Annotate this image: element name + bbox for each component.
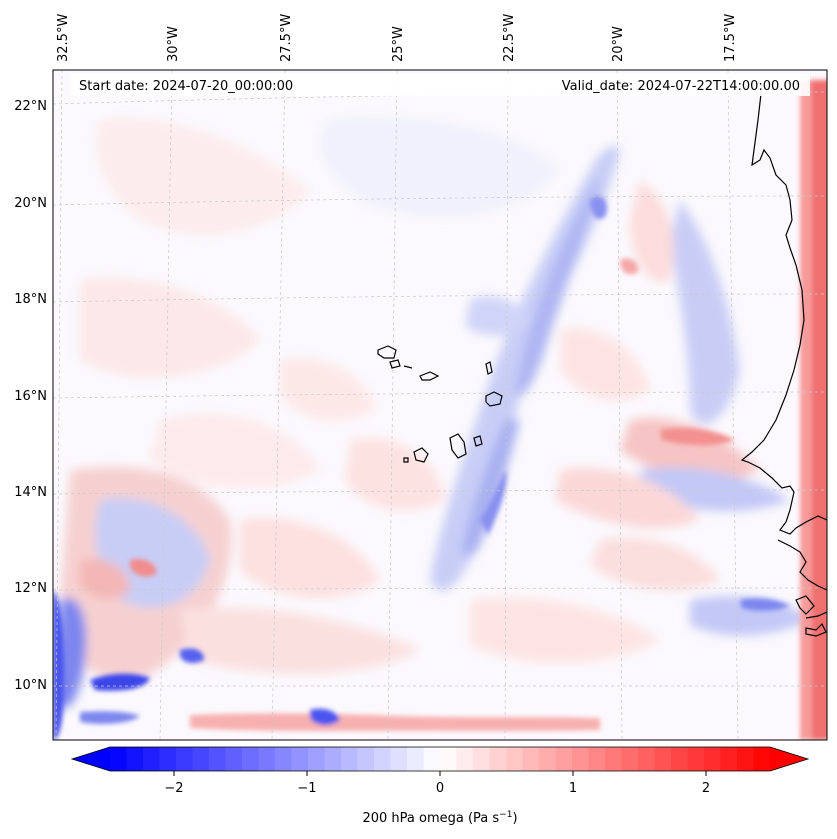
colorbar-segment bbox=[522, 747, 540, 771]
colorbar-segment bbox=[143, 747, 160, 771]
colorbar-segment bbox=[588, 747, 606, 771]
island-fogo bbox=[413, 447, 429, 463]
lon-label: 32.5°W bbox=[56, 14, 71, 62]
colorbar-segment bbox=[258, 747, 276, 771]
lon-label: 22.5°W bbox=[502, 14, 517, 62]
latitude-labels: 22°N 20°N 18°N 16°N 14°N 12°N 10°N bbox=[14, 99, 47, 693]
colorbar-segment bbox=[110, 747, 127, 771]
lon-label: 27.5°W bbox=[279, 14, 294, 62]
colorbar-segment bbox=[473, 747, 490, 771]
colorbar-ticks: −2 −1 0 1 2 bbox=[164, 771, 710, 796]
island-brava bbox=[403, 457, 409, 463]
colorbar-segment bbox=[291, 747, 309, 771]
header-box bbox=[70, 74, 810, 96]
island-santiago bbox=[449, 433, 467, 459]
island-sal bbox=[485, 361, 493, 375]
colorbar-segment bbox=[539, 747, 556, 771]
cb-tick-label: 1 bbox=[569, 781, 577, 796]
coastlines bbox=[377, 84, 827, 637]
colorbar-segment bbox=[671, 747, 688, 771]
colorbar-segment bbox=[407, 747, 424, 771]
colorbar-segment bbox=[192, 747, 210, 771]
colorbar-segment bbox=[720, 747, 738, 771]
colorbar-segment bbox=[737, 747, 754, 771]
longitude-labels: 32.5°W 30°W 27.5°W 25°W 22.5°W 20°W 17.5… bbox=[56, 14, 738, 62]
colorbar-segment bbox=[126, 747, 144, 771]
island-sao-vicente bbox=[389, 359, 401, 369]
colorbar-segment bbox=[506, 747, 523, 771]
lat-label: 18°N bbox=[14, 292, 47, 307]
graticule bbox=[53, 70, 827, 740]
cb-tick-label: −1 bbox=[297, 781, 316, 796]
colorbar-fill bbox=[110, 747, 771, 771]
colorbar-segment bbox=[440, 747, 457, 771]
cb-tick-label: 2 bbox=[702, 781, 710, 796]
colorbar-segment bbox=[753, 747, 771, 771]
africa-coastline bbox=[740, 84, 827, 535]
lat-label: 22°N bbox=[14, 99, 47, 114]
cb-tick-label: 0 bbox=[436, 781, 444, 796]
colorbar-segment bbox=[242, 747, 259, 771]
island-maio bbox=[473, 435, 483, 447]
colorbar-segment bbox=[687, 747, 705, 771]
colorbar-segment bbox=[704, 747, 721, 771]
colorbar-segment bbox=[638, 747, 655, 771]
lat-label: 14°N bbox=[14, 485, 47, 500]
colorbar-segment bbox=[374, 747, 391, 771]
island-sao-nicolau bbox=[419, 371, 440, 381]
colorbar-segment bbox=[209, 747, 226, 771]
colorbar-label: 200 hPa omega (Pa s−1) bbox=[362, 810, 517, 826]
colorbar-segment bbox=[555, 747, 573, 771]
colorbar-segment bbox=[225, 747, 243, 771]
lon-label: 20°W bbox=[611, 26, 626, 62]
colorbar-segment bbox=[341, 747, 358, 771]
colorbar-segment bbox=[456, 747, 474, 771]
lon-label: 30°W bbox=[166, 26, 181, 62]
colorbar-segment bbox=[621, 747, 639, 771]
island-boa-vista bbox=[485, 391, 503, 407]
island-santo-antao bbox=[377, 345, 397, 359]
lat-label: 16°N bbox=[14, 389, 47, 404]
colorbar-segment bbox=[489, 747, 507, 771]
colorbar-outline bbox=[70, 746, 810, 772]
map-frame bbox=[52, 69, 828, 741]
colorbar-segment bbox=[390, 747, 408, 771]
omega-field-detail bbox=[53, 80, 827, 740]
lon-label: 17.5°W bbox=[723, 14, 738, 62]
colorbar: −2 −1 0 1 2 200 hPa omega (Pa s−1) bbox=[70, 746, 810, 826]
colorbar-extend-low bbox=[72, 747, 110, 771]
valid-date: Valid_date: 2024-07-22T14:00:00.00 bbox=[562, 79, 800, 94]
lat-label: 20°N bbox=[14, 196, 47, 211]
lat-label: 10°N bbox=[14, 678, 47, 693]
colorbar-segment bbox=[176, 747, 193, 771]
colorbar-segment bbox=[159, 747, 177, 771]
colorbar-segment bbox=[605, 747, 622, 771]
colorbar-extend-high bbox=[770, 747, 808, 771]
colorbar-segment bbox=[275, 747, 292, 771]
colorbar-segment bbox=[572, 747, 589, 771]
colorbar-segment bbox=[654, 747, 672, 771]
colorbar-segment bbox=[357, 747, 375, 771]
colorbar-segment bbox=[324, 747, 342, 771]
lon-label: 25°W bbox=[391, 26, 406, 62]
colorbar-segment bbox=[308, 747, 325, 771]
lat-label: 12°N bbox=[14, 581, 47, 596]
start-date: Start date: 2024-07-20_00:00:00 bbox=[79, 79, 293, 94]
cb-tick-label: −2 bbox=[164, 781, 183, 796]
colorbar-segment bbox=[423, 747, 441, 771]
map-panel: Start date: 2024-07-20_00:00:00 Valid_da… bbox=[52, 69, 828, 741]
